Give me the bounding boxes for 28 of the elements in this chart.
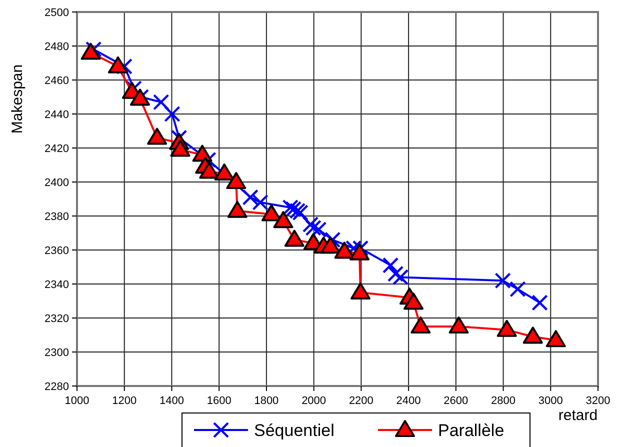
y-tick-label: 2500 xyxy=(44,7,69,19)
y-tick-label: 2420 xyxy=(44,143,69,155)
x-tick-label: 3000 xyxy=(538,395,563,407)
y-tick-label: 2440 xyxy=(44,109,69,121)
legend-label: Parallèle xyxy=(438,421,504,440)
x-tick-label: 3200 xyxy=(586,395,610,407)
x-tick-label: 1800 xyxy=(254,395,279,407)
x-tick-label: 1000 xyxy=(64,395,90,407)
y-tick-label: 2460 xyxy=(44,75,69,87)
x-tick-label: 2400 xyxy=(396,395,421,407)
y-tick-label: 2360 xyxy=(44,245,69,257)
x-tick-label: 2600 xyxy=(444,395,468,407)
x-axis-title: retard xyxy=(558,407,598,424)
x-tick-label: 2200 xyxy=(348,395,374,407)
y-tick-label: 2340 xyxy=(44,279,69,291)
x-tick-label: 1400 xyxy=(159,395,184,407)
y-tick-label: 2280 xyxy=(44,381,69,393)
x-tick-label: 2000 xyxy=(302,395,326,407)
y-tick-label: 2320 xyxy=(44,313,69,325)
y-tick-label: 2300 xyxy=(44,347,69,359)
x-tick-label: 1600 xyxy=(206,395,232,407)
legend-label: Séquentiel xyxy=(254,421,334,440)
y-tick-label: 2400 xyxy=(44,177,69,189)
x-tick-label: 1200 xyxy=(112,395,137,407)
y-tick-label: 2480 xyxy=(44,41,69,53)
x-tick-label: 2800 xyxy=(491,395,516,407)
y-axis-title: Makespan xyxy=(9,64,26,134)
y-tick-label: 2380 xyxy=(44,211,69,223)
